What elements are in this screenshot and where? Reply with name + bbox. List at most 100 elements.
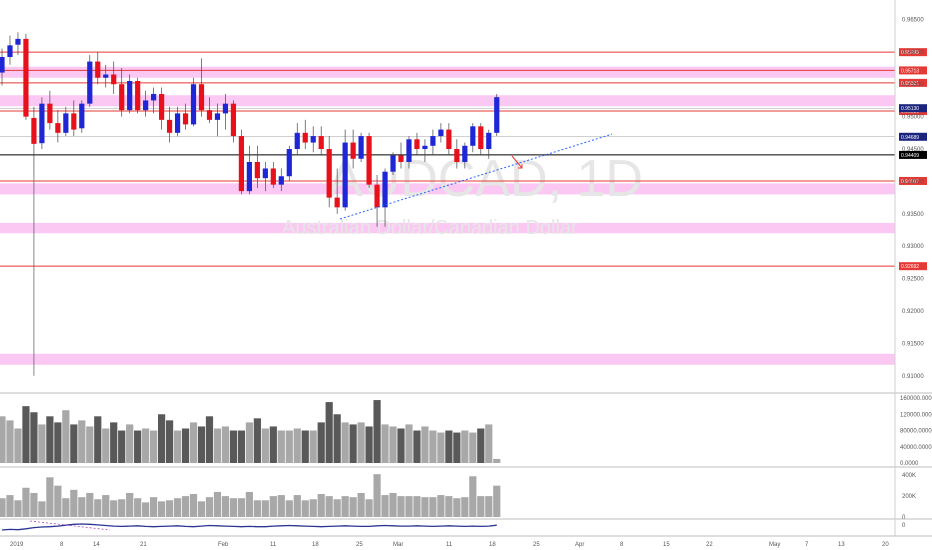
price-level-label: 0.95713	[901, 68, 919, 74]
candle-body	[366, 136, 372, 185]
volume-bar	[325, 402, 333, 463]
candle-body	[135, 80, 141, 111]
volume-bar	[317, 422, 325, 463]
indicator-bar	[0, 498, 6, 517]
volume-bar	[22, 406, 30, 463]
indicator-bar	[445, 496, 453, 517]
volume-bar	[301, 430, 309, 463]
candle-body	[382, 171, 388, 208]
candle-body	[166, 119, 173, 133]
volume-bar	[197, 426, 206, 463]
price-tick-label: 0.92000	[902, 309, 924, 315]
candle-body	[310, 136, 316, 143]
indicator-bar	[165, 500, 174, 517]
volume-bar	[445, 430, 453, 463]
volume-bar	[78, 420, 86, 463]
volume-bar	[38, 424, 46, 463]
indicator-bar	[30, 492, 38, 517]
volume-bar	[381, 424, 389, 463]
indicator-bar	[78, 497, 86, 517]
candle-body	[206, 110, 213, 120]
time-tick-label: May	[769, 542, 780, 548]
price-level-tag	[899, 78, 927, 87]
volume-bar	[277, 430, 285, 463]
price-level-tag	[899, 66, 927, 75]
candle-body	[358, 136, 364, 159]
volume-bar	[181, 428, 190, 463]
indicator-bar	[14, 500, 22, 517]
indicator-bar	[389, 492, 397, 517]
time-tick-label: 18	[489, 542, 496, 548]
candle-body	[47, 103, 53, 124]
candle-body	[302, 132, 308, 143]
volume-bar	[485, 424, 493, 463]
volume-bar	[173, 430, 182, 463]
candle-body	[238, 136, 244, 192]
price-level-label: 0.94007	[901, 179, 919, 185]
candle-body	[478, 126, 484, 150]
watermark: AUDCAD, 1D Australian Dollar/Canadian Do…	[282, 150, 643, 239]
indicator-bar	[293, 495, 301, 517]
forecast-arrow	[511, 155, 523, 169]
candle-body	[182, 113, 189, 125]
indicator-bar	[197, 501, 206, 517]
oscillator-signal	[29, 520, 111, 531]
indicator-bar	[62, 498, 70, 517]
indicator-bar	[397, 496, 405, 517]
price-level-label: 0.92692	[901, 264, 919, 270]
indicator-bar	[86, 492, 94, 517]
indicator-tick-label: 200K	[902, 494, 916, 500]
price-tick-label: 0.95000	[902, 115, 924, 121]
candle-body	[430, 136, 436, 146]
candle-body	[438, 129, 444, 137]
volume-bar	[493, 458, 501, 463]
candle-body	[342, 142, 348, 208]
volume-bar	[150, 430, 158, 463]
candle-body	[15, 38, 21, 45]
trend-layer	[339, 133, 613, 220]
indicator-bar	[118, 499, 126, 517]
levels-layer: 0.959950.957130.955210.950860.940070.926…	[0, 48, 927, 271]
price-axis[interactable]: 0.96500 0.96000 0.95500 0.95000 0.94500 0.940…	[894, 0, 924, 536]
volume-bar	[134, 430, 142, 463]
candle-body	[494, 97, 500, 133]
volume-bar	[421, 426, 429, 463]
candle-body	[0, 57, 5, 73]
volume-bar	[245, 422, 253, 463]
candle-body	[79, 103, 85, 129]
candle-body	[174, 113, 181, 133]
volume-bar	[293, 428, 301, 463]
candle-body	[246, 161, 252, 192]
time-tick-label: 22	[706, 542, 713, 548]
price-tick-label: 0.92500	[902, 277, 924, 283]
indicator-bar	[253, 500, 261, 517]
price-tick-label: 0.93500	[902, 212, 924, 218]
volume-bar	[469, 432, 477, 463]
time-tick-label: 14	[93, 542, 100, 548]
volume-bar	[86, 426, 94, 463]
supply-demand-zone	[0, 95, 895, 107]
price-level-tag	[899, 48, 927, 57]
indicator-bar	[110, 500, 118, 517]
oscillator-pane: 0	[0, 518, 932, 531]
volume-bar	[237, 430, 245, 463]
indicator-bar	[158, 501, 166, 517]
indicator-bar	[309, 499, 317, 517]
volume-bar	[221, 426, 230, 463]
time-tick-label: 25	[356, 542, 363, 548]
volume-bar	[397, 428, 405, 463]
time-axis[interactable]: 2019 8 14 21 Feb 11 18 25 Mar 11 18 25 Apr 8 15 22 May 7 1…	[0, 535, 932, 548]
supply-demand-zone	[0, 353, 895, 365]
candle-body	[95, 61, 101, 78]
candle-body	[151, 93, 157, 101]
volume-tick-label: 160000.0000	[900, 396, 932, 402]
price-tick-label: 0.94000	[902, 179, 924, 185]
volume-bar	[118, 430, 126, 463]
indicator-bar	[261, 500, 269, 517]
price-tag-label: 0.94689	[901, 135, 919, 141]
volume-tick-label: 80000.0000	[900, 429, 932, 435]
time-tick-label: 7	[805, 542, 809, 548]
candle-body	[422, 145, 428, 150]
candle-body	[286, 149, 292, 177]
